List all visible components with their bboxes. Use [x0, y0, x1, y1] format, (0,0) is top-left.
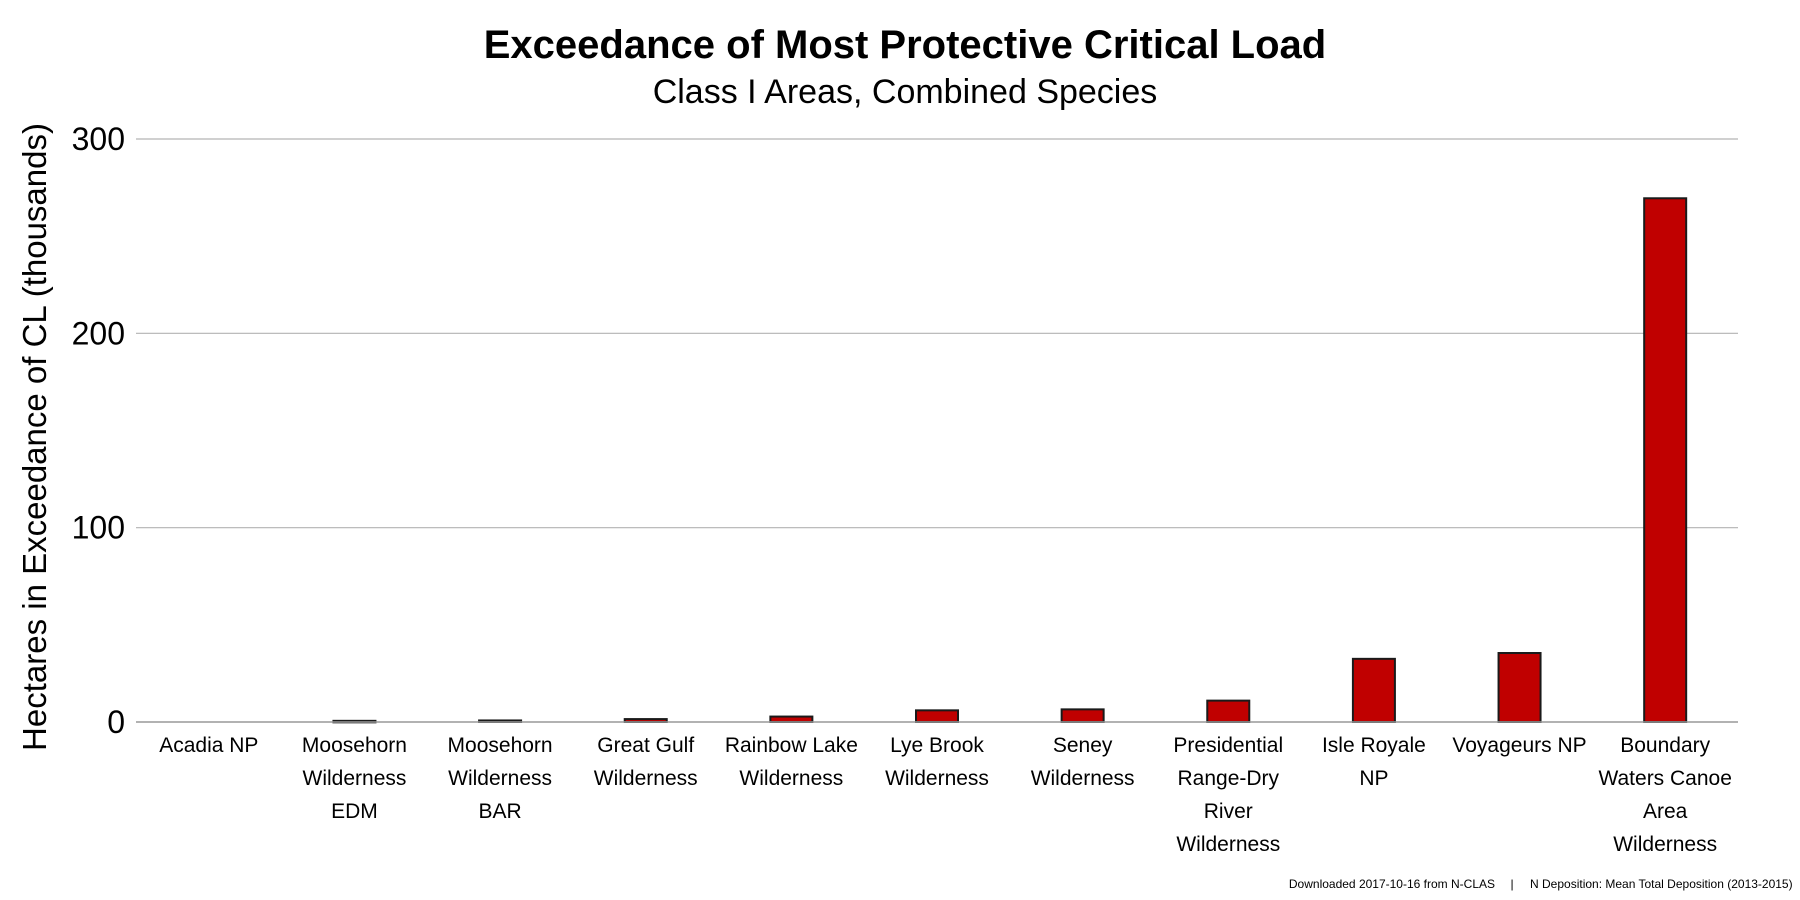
x-tick-label: Seney Wilderness — [1031, 734, 1135, 790]
x-tick-label: Lye Brook Wilderness — [885, 734, 989, 790]
x-tick-label-line: Wilderness — [594, 767, 698, 790]
x-tick-label-line: Wilderness — [448, 767, 552, 790]
x-tick-label-line: Wilderness — [1613, 833, 1717, 856]
bar — [1497, 652, 1542, 723]
y-tick-label: 0 — [107, 704, 125, 740]
chart-title: Exceedance of Most Protective Critical L… — [484, 23, 1326, 67]
x-tick-label: Great Gulf Wilderness — [594, 734, 698, 790]
x-tick-label-line: Seney — [1053, 734, 1113, 757]
x-tick-label-line: Wilderness — [739, 767, 843, 790]
bar — [1206, 699, 1251, 724]
footer-source-note: Downloaded 2017-10-16 from N-CLAS — [1289, 877, 1495, 891]
x-tick-label-line: Wilderness — [885, 767, 989, 790]
x-tick-label: Boundary Waters Canoe Area Wilderness — [1598, 734, 1731, 856]
y-tick-label: 100 — [72, 510, 125, 546]
bars — [332, 197, 1688, 724]
x-tick-label-line: Voyageurs NP — [1452, 734, 1586, 757]
x-tick-label: Presidential Range-Dry River Wilderness — [1173, 734, 1283, 856]
bar — [1643, 197, 1688, 723]
x-tick-label-line: Rainbow Lake — [725, 734, 858, 757]
x-tick-label-line: Acadia NP — [159, 734, 258, 757]
x-tick-label-line: NP — [1359, 767, 1388, 790]
x-tick-label-line: Wilderness — [303, 767, 407, 790]
bar — [769, 715, 814, 723]
bar — [1060, 708, 1105, 724]
chart-subtitle: Class I Areas, Combined Species — [653, 73, 1158, 111]
x-tick-label-line: EDM — [331, 800, 378, 823]
y-axis-ticks: 0 100 200 300 — [72, 121, 125, 740]
x-tick-label: Rainbow Lake Wilderness — [725, 734, 858, 790]
x-tick-label-line: Wilderness — [1031, 767, 1135, 790]
footer-deposition-note: N Deposition: Mean Total Deposition (201… — [1530, 877, 1793, 891]
x-tick-label: Isle Royale NP — [1322, 734, 1426, 790]
footer-separator: | — [1510, 877, 1513, 891]
x-tick-label-line: Boundary — [1620, 734, 1710, 757]
y-tick-label: 200 — [72, 315, 125, 351]
x-tick-label: Acadia NP — [159, 734, 258, 757]
y-tick-label: 300 — [72, 121, 125, 157]
x-tick-label-line: Presidential — [1173, 734, 1283, 757]
x-tick-label-line: Lye Brook — [890, 734, 984, 757]
x-tick-label-line: Great Gulf — [597, 734, 694, 757]
x-tick-label-line: Wilderness — [1176, 833, 1280, 856]
x-tick-label-line: Waters Canoe — [1598, 767, 1731, 790]
x-tick-label: Moosehorn Wilderness EDM — [302, 734, 407, 823]
x-axis-labels: Acadia NP Moosehorn Wilderness EDMMoosehorn… — [159, 734, 1732, 856]
x-tick-label: Moosehorn Wilderness BAR — [448, 734, 553, 823]
bar — [1351, 657, 1396, 724]
x-tick-label-line: River — [1204, 800, 1253, 823]
y-axis-label: Hectares in Exceedance of CL (thousands) — [16, 123, 53, 751]
x-tick-label-line: Area — [1643, 800, 1688, 823]
gridlines — [136, 138, 1738, 529]
x-tick-label-line: BAR — [478, 800, 521, 823]
x-tick-label-line: Isle Royale — [1322, 734, 1426, 757]
x-tick-label: Voyageurs NP — [1452, 734, 1586, 757]
bar — [915, 709, 959, 724]
x-tick-label-line: Moosehorn — [448, 734, 553, 757]
x-tick-label-line: Range-Dry — [1177, 767, 1279, 790]
x-tick-label-line: Moosehorn — [302, 734, 407, 757]
